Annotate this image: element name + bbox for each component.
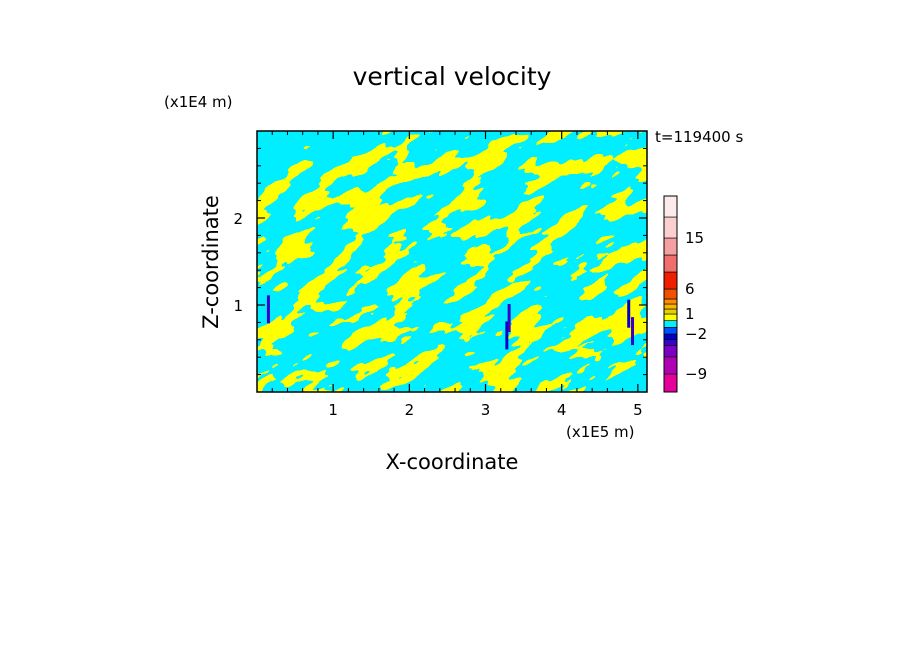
colorbar-tick-label: −9 <box>685 365 707 383</box>
time-label: t=119400 s <box>655 128 743 146</box>
field-noise <box>257 131 647 392</box>
colorbar: −9 −2 1 6 15 <box>663 195 707 393</box>
updraft-streak <box>507 304 511 333</box>
x-tick-label: 4 <box>557 401 567 419</box>
colorbar-segment <box>663 195 678 218</box>
x-tick-label: 3 <box>481 401 491 419</box>
colorbar-segment <box>663 271 678 290</box>
colorbar-segment <box>663 327 678 335</box>
y-tick-label: 2 <box>233 210 243 228</box>
x-tick-label: 1 <box>328 401 338 419</box>
updraft-streak <box>266 295 270 324</box>
x-tick-label: 2 <box>405 401 415 419</box>
colorbar-tick-label: 6 <box>685 280 695 298</box>
colorbar-segment <box>663 313 678 321</box>
colorbar-tick-label: 1 <box>685 305 695 323</box>
colorbar-segment <box>663 373 678 393</box>
colorbar-tick-label: 15 <box>685 229 704 247</box>
colorbar-segment <box>663 298 678 305</box>
x-axis-label: X-coordinate <box>386 450 519 474</box>
colorbar-segment <box>663 333 678 341</box>
y-axis-label: Z-coordinate <box>199 195 223 329</box>
updraft-streak <box>627 299 631 328</box>
x-unit-label: (x1E5 m) <box>566 423 635 441</box>
colorbar-segment <box>663 345 678 358</box>
velocity-field <box>257 131 647 392</box>
colorbar-segment <box>663 254 678 273</box>
colorbar-frame <box>663 195 678 393</box>
field-features <box>266 295 635 350</box>
colorbar-segment <box>663 356 678 375</box>
chart-title: vertical velocity <box>353 62 552 91</box>
colorbar-segment <box>663 339 678 346</box>
y-unit-label: (x1E4 m) <box>164 93 233 111</box>
colorbar-segment <box>663 308 678 315</box>
y-tick-label: 1 <box>233 297 243 315</box>
x-tick-label: 5 <box>633 401 643 419</box>
colorbar-segment <box>663 216 678 239</box>
colorbar-segment <box>663 320 678 328</box>
colorbar-segment <box>663 288 678 300</box>
plot-frame <box>256 130 648 393</box>
colorbar-segment <box>663 303 678 310</box>
field-positive-pattern <box>257 131 647 392</box>
colorbar-segment <box>663 237 678 256</box>
updraft-streak <box>631 317 635 346</box>
updraft-streak <box>505 321 509 350</box>
colorbar-tick-label: −2 <box>685 325 707 343</box>
